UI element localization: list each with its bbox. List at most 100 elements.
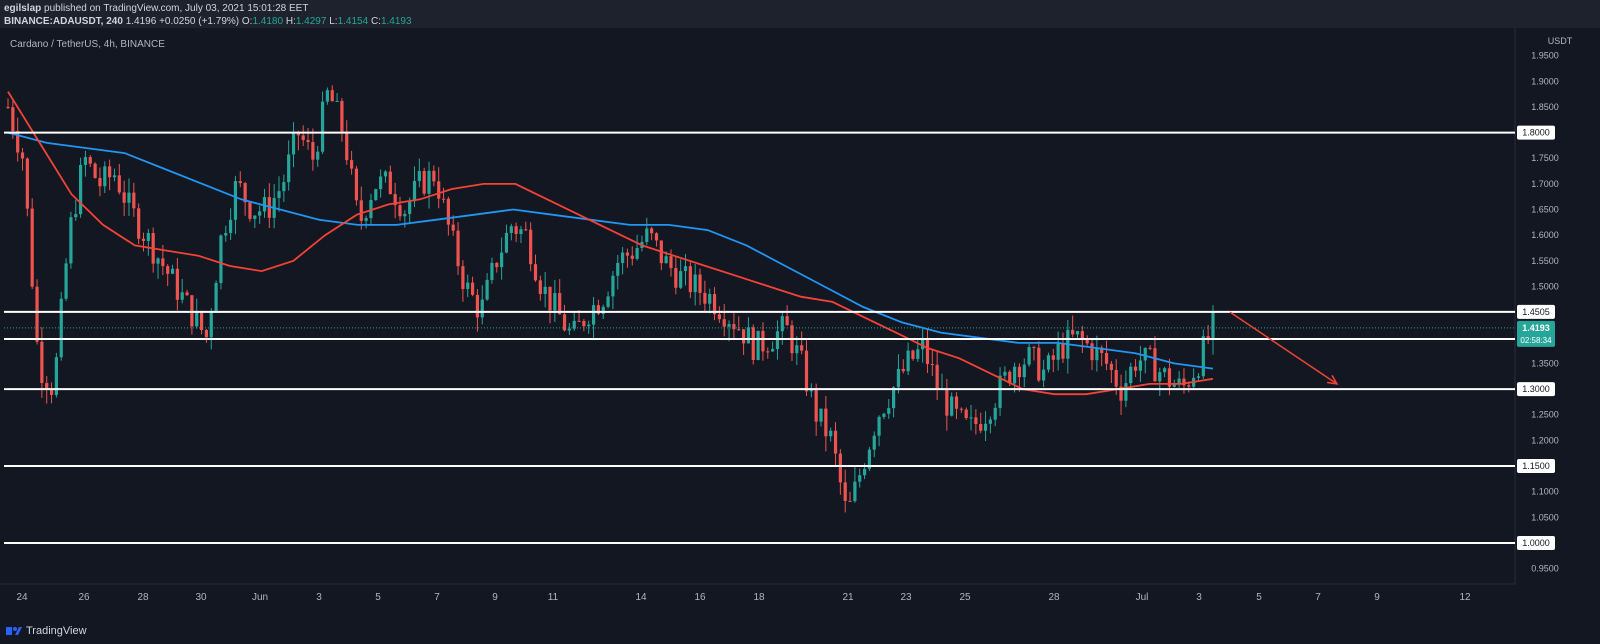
candle-body: [359, 200, 363, 221]
y-tick-label: 1.6500: [1531, 205, 1559, 215]
candle-body: [698, 274, 702, 293]
y-tick-label: 1.2500: [1531, 410, 1559, 420]
x-tick-label: 7: [434, 592, 440, 603]
candle-body: [253, 215, 257, 219]
candle-body: [538, 280, 542, 295]
candle-body: [83, 157, 88, 165]
y-tick-label: 0.9500: [1531, 564, 1559, 574]
candle-body: [1158, 372, 1162, 382]
price-chart[interactable]: Cardano / TetherUS, 4h, BINANCE USDT 0.950…: [0, 28, 1600, 621]
candle-body: [45, 382, 49, 389]
candle-body: [25, 158, 29, 209]
y-tick-label: 1.3500: [1531, 358, 1559, 368]
candle-body: [64, 263, 68, 299]
candle-body: [722, 319, 726, 327]
candle-body: [306, 139, 310, 143]
candle-body: [1163, 368, 1167, 373]
x-tick-label: 7: [1315, 592, 1321, 603]
candle-body: [214, 283, 218, 313]
candle-body: [1022, 364, 1026, 378]
candle-body: [224, 233, 228, 236]
level-label-box: [1517, 459, 1555, 474]
publisher[interactable]: egilslap: [4, 3, 42, 14]
last-price: 1.4196: [125, 16, 157, 27]
level-label: 1.3000: [1522, 384, 1550, 394]
candle-body: [470, 282, 475, 295]
candle-body: [819, 408, 823, 422]
candle-body: [795, 345, 799, 354]
current-price-value: 1.4193: [1522, 323, 1550, 333]
ma-blue-line: [7, 131, 1214, 370]
candle-body: [69, 217, 73, 264]
candle-body: [296, 131, 300, 136]
candle-body: [654, 233, 659, 241]
candle-body: [582, 320, 586, 327]
candle-body: [335, 100, 339, 102]
projection-arrow-line: [1229, 311, 1338, 385]
x-tick-label: 18: [753, 592, 765, 603]
candle-body: [185, 292, 189, 296]
candle-body: [717, 314, 721, 320]
candle-body: [1046, 355, 1051, 370]
candle-body: [882, 413, 886, 417]
candle-body: [567, 328, 571, 331]
candle-body: [54, 357, 58, 395]
candle-body: [1056, 343, 1060, 360]
candle-body: [591, 305, 596, 325]
candle-body: [548, 286, 552, 311]
candle-body: [316, 151, 320, 160]
candle-body: [930, 364, 934, 366]
candle-body: [1012, 366, 1017, 384]
candle-body: [1100, 347, 1104, 353]
candle-body: [804, 350, 809, 392]
candle-body: [708, 294, 712, 304]
candle-body: [141, 238, 146, 241]
candle-body: [398, 205, 402, 217]
candle-body: [824, 408, 828, 437]
candle-body: [1124, 383, 1128, 401]
tradingview-brand[interactable]: TradingView: [6, 625, 87, 637]
candle-body: [146, 233, 150, 241]
candle-body: [664, 256, 668, 264]
candle-body: [1206, 336, 1210, 340]
candle-body: [1133, 366, 1138, 371]
candle-body: [20, 152, 25, 159]
ohlc-line: BINANCE:ADAUSDT, 240 1.4196 +0.0250 (+1.…: [4, 16, 412, 27]
candle-body: [374, 189, 378, 200]
candle-body: [98, 178, 102, 187]
candle-body: [737, 329, 741, 331]
x-tick-label: 5: [1256, 592, 1262, 603]
candle-body: [862, 468, 867, 476]
candle-body: [524, 229, 528, 231]
candle-body: [446, 198, 450, 225]
candle-body: [509, 226, 513, 233]
candle-body: [354, 168, 359, 201]
change-value: +0.0250 (+1.79%): [159, 16, 240, 27]
candle-body: [896, 368, 901, 388]
candle-body: [775, 331, 780, 349]
candle-body: [572, 320, 576, 329]
candle-body: [1109, 363, 1113, 371]
candle-body: [127, 192, 131, 203]
candle-body: [993, 407, 997, 420]
candle-body: [771, 348, 775, 352]
candle-body: [504, 232, 509, 253]
candle-body: [1138, 360, 1143, 371]
candle-body: [500, 252, 504, 268]
candle-body: [258, 211, 262, 216]
candle-body: [848, 500, 852, 502]
candle-body: [601, 306, 605, 314]
candle-body: [456, 230, 460, 267]
candle-body: [320, 101, 325, 152]
candle-body: [935, 364, 939, 389]
x-tick-label: 28: [1048, 592, 1060, 603]
candle-body: [766, 351, 770, 353]
candle-body: [587, 324, 591, 327]
candle-body: [1187, 385, 1191, 387]
y-tick-label: 1.8500: [1531, 102, 1559, 112]
candle-body: [11, 107, 15, 132]
candle-body: [161, 258, 165, 267]
level-label-box: [1517, 304, 1555, 319]
candle-body: [887, 408, 891, 414]
